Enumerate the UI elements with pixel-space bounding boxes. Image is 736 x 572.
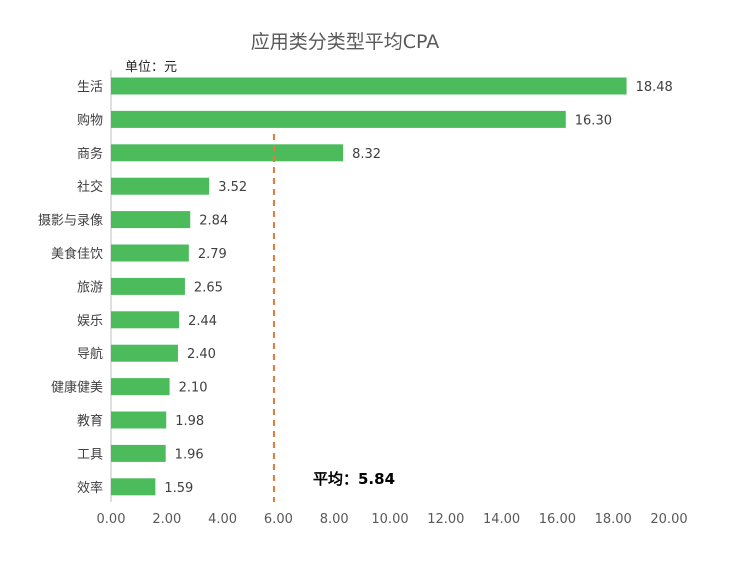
bar bbox=[111, 177, 210, 195]
x-tick-label: 12.00 bbox=[427, 512, 464, 527]
bar bbox=[111, 311, 180, 329]
value-label: 2.65 bbox=[194, 280, 223, 295]
x-tick-label: 2.00 bbox=[152, 512, 181, 527]
category-label: 娱乐 bbox=[77, 314, 103, 329]
x-tick-label: 0.00 bbox=[97, 512, 126, 527]
bar bbox=[111, 277, 185, 295]
category-label: 摄影与录像 bbox=[38, 214, 103, 229]
bar bbox=[111, 77, 627, 95]
x-tick-label: 18.00 bbox=[595, 512, 632, 527]
x-tick-label: 20.00 bbox=[650, 512, 687, 527]
value-label: 1.96 bbox=[175, 447, 204, 462]
average-label: 平均：5.84 bbox=[313, 470, 395, 488]
bar bbox=[111, 411, 167, 429]
value-label: 2.79 bbox=[198, 247, 227, 262]
value-label: 18.48 bbox=[636, 80, 673, 95]
category-label: 导航 bbox=[77, 346, 103, 362]
value-labels: 18.48 16.30 8.32 3.52 2.84 2.79 2.65 2.44 2.40 2.… bbox=[164, 80, 672, 496]
bar bbox=[111, 144, 344, 162]
bar bbox=[111, 211, 191, 229]
x-axis-ticks: 0.00 2.00 4.00 6.00 8.00 10.00 12.00 14.00 16.00… bbox=[97, 512, 688, 527]
x-tick-label: 8.00 bbox=[320, 512, 349, 527]
value-label: 1.59 bbox=[164, 481, 193, 496]
bars-group bbox=[111, 77, 627, 496]
x-tick-label: 16.00 bbox=[539, 512, 576, 527]
category-label: 效率 bbox=[77, 480, 103, 496]
bar bbox=[111, 110, 566, 128]
category-label: 社交 bbox=[77, 179, 103, 195]
value-label: 8.32 bbox=[352, 147, 381, 162]
category-label: 商务 bbox=[77, 146, 103, 162]
x-tick-label: 6.00 bbox=[264, 512, 293, 527]
category-label: 教育 bbox=[77, 413, 103, 429]
bar bbox=[111, 344, 178, 362]
bar bbox=[111, 244, 189, 262]
bar bbox=[111, 444, 166, 462]
value-label: 2.44 bbox=[188, 314, 217, 329]
category-label: 健康健美 bbox=[51, 380, 103, 396]
category-label: 美食佳饮 bbox=[51, 246, 103, 262]
value-label: 3.52 bbox=[218, 180, 247, 195]
bar bbox=[111, 378, 170, 396]
x-tick-label: 10.00 bbox=[371, 512, 408, 527]
category-label: 生活 bbox=[77, 80, 103, 95]
unit-label: 单位：元 bbox=[125, 60, 177, 75]
value-label: 1.98 bbox=[175, 414, 204, 429]
bar bbox=[111, 478, 156, 496]
category-label: 旅游 bbox=[77, 280, 103, 295]
category-label: 购物 bbox=[77, 112, 103, 128]
chart-title: 应用类分类型平均CPA bbox=[251, 31, 440, 53]
x-tick-label: 14.00 bbox=[483, 512, 520, 527]
value-label: 2.84 bbox=[199, 214, 228, 229]
value-label: 16.30 bbox=[575, 113, 612, 128]
x-tick-label: 4.00 bbox=[208, 512, 237, 527]
category-label: 工具 bbox=[77, 447, 103, 462]
value-label: 2.40 bbox=[187, 347, 216, 362]
value-label: 2.10 bbox=[179, 381, 208, 396]
